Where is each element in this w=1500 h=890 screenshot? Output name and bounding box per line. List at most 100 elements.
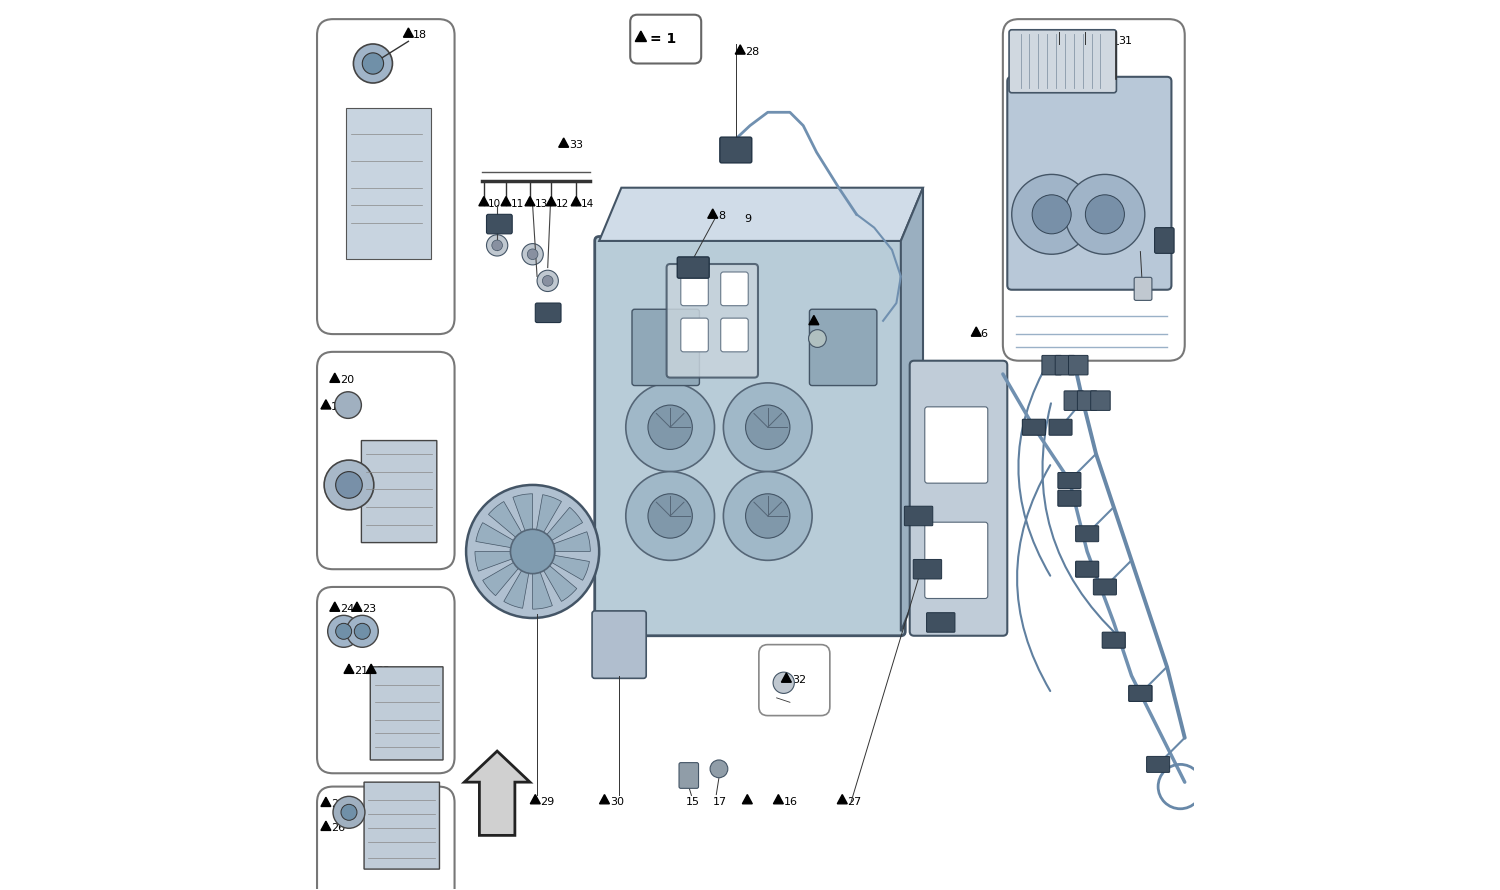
Polygon shape xyxy=(572,197,580,206)
FancyBboxPatch shape xyxy=(1068,355,1088,375)
FancyBboxPatch shape xyxy=(681,272,708,305)
Polygon shape xyxy=(330,602,339,611)
FancyBboxPatch shape xyxy=(1042,355,1062,375)
Text: 15: 15 xyxy=(686,797,700,806)
Wedge shape xyxy=(532,507,582,552)
Text: 21: 21 xyxy=(354,667,369,676)
Text: 6: 6 xyxy=(981,329,987,339)
FancyBboxPatch shape xyxy=(362,441,436,543)
Circle shape xyxy=(324,460,374,510)
Polygon shape xyxy=(600,795,609,804)
Circle shape xyxy=(1086,195,1125,234)
FancyBboxPatch shape xyxy=(370,667,442,760)
FancyBboxPatch shape xyxy=(720,137,752,163)
FancyBboxPatch shape xyxy=(926,407,988,483)
FancyBboxPatch shape xyxy=(681,318,708,352)
Wedge shape xyxy=(532,552,552,609)
Text: 30: 30 xyxy=(610,797,624,806)
Circle shape xyxy=(363,53,384,74)
FancyBboxPatch shape xyxy=(720,272,748,305)
Text: 10: 10 xyxy=(489,198,501,208)
Text: 8: 8 xyxy=(718,211,724,221)
Circle shape xyxy=(723,383,812,472)
FancyBboxPatch shape xyxy=(914,560,942,579)
Polygon shape xyxy=(808,315,819,325)
Wedge shape xyxy=(532,552,578,602)
Text: 7: 7 xyxy=(819,318,827,328)
FancyBboxPatch shape xyxy=(486,214,512,234)
FancyBboxPatch shape xyxy=(904,506,933,526)
FancyBboxPatch shape xyxy=(316,787,454,890)
Circle shape xyxy=(710,760,728,778)
Circle shape xyxy=(648,405,693,449)
Circle shape xyxy=(334,392,362,418)
FancyBboxPatch shape xyxy=(720,318,748,352)
FancyBboxPatch shape xyxy=(594,237,906,635)
Text: 27: 27 xyxy=(847,797,862,806)
Circle shape xyxy=(648,494,693,538)
Polygon shape xyxy=(782,673,792,683)
FancyBboxPatch shape xyxy=(927,612,956,632)
FancyBboxPatch shape xyxy=(1090,391,1110,410)
FancyBboxPatch shape xyxy=(1077,391,1096,410)
Polygon shape xyxy=(344,664,354,674)
Polygon shape xyxy=(598,188,922,241)
Text: 18: 18 xyxy=(413,30,428,40)
FancyBboxPatch shape xyxy=(592,611,646,678)
Circle shape xyxy=(354,44,393,83)
Circle shape xyxy=(808,329,826,347)
FancyBboxPatch shape xyxy=(1048,419,1072,435)
Text: 24: 24 xyxy=(340,604,354,614)
Text: 32: 32 xyxy=(792,676,806,685)
FancyBboxPatch shape xyxy=(810,309,877,385)
Circle shape xyxy=(340,805,357,821)
Polygon shape xyxy=(330,373,339,383)
Wedge shape xyxy=(532,552,590,580)
Polygon shape xyxy=(321,821,332,830)
Polygon shape xyxy=(366,664,376,674)
Circle shape xyxy=(336,623,351,639)
Polygon shape xyxy=(478,197,489,206)
Wedge shape xyxy=(532,531,591,552)
Circle shape xyxy=(336,472,363,498)
FancyBboxPatch shape xyxy=(1004,19,1185,360)
Circle shape xyxy=(1065,174,1144,255)
Circle shape xyxy=(510,530,555,574)
FancyBboxPatch shape xyxy=(316,587,454,773)
Circle shape xyxy=(486,235,508,256)
Polygon shape xyxy=(735,44,746,54)
Circle shape xyxy=(327,615,360,647)
Circle shape xyxy=(466,485,598,618)
FancyBboxPatch shape xyxy=(316,19,454,334)
Polygon shape xyxy=(404,28,414,37)
Polygon shape xyxy=(902,188,922,631)
FancyBboxPatch shape xyxy=(630,15,700,63)
Circle shape xyxy=(1011,174,1092,255)
Text: 22: 22 xyxy=(376,667,390,676)
Text: 19: 19 xyxy=(332,402,345,412)
FancyBboxPatch shape xyxy=(1146,756,1170,773)
Polygon shape xyxy=(708,209,717,218)
FancyBboxPatch shape xyxy=(926,522,988,598)
FancyBboxPatch shape xyxy=(1076,562,1098,578)
FancyBboxPatch shape xyxy=(759,644,830,716)
FancyBboxPatch shape xyxy=(1155,228,1174,254)
Text: 31: 31 xyxy=(1118,36,1132,46)
Wedge shape xyxy=(532,495,561,552)
FancyBboxPatch shape xyxy=(632,309,699,385)
FancyBboxPatch shape xyxy=(1010,29,1116,93)
Polygon shape xyxy=(972,327,981,336)
Circle shape xyxy=(528,249,538,260)
Circle shape xyxy=(746,494,790,538)
Circle shape xyxy=(1032,195,1071,234)
Circle shape xyxy=(492,240,502,251)
Polygon shape xyxy=(321,400,332,409)
FancyBboxPatch shape xyxy=(1130,685,1152,701)
Text: 29: 29 xyxy=(540,797,555,806)
Text: 20: 20 xyxy=(340,376,354,385)
Text: 12: 12 xyxy=(555,198,568,208)
Polygon shape xyxy=(558,138,568,147)
FancyBboxPatch shape xyxy=(676,257,710,279)
FancyBboxPatch shape xyxy=(1023,419,1046,435)
Circle shape xyxy=(354,623,370,639)
